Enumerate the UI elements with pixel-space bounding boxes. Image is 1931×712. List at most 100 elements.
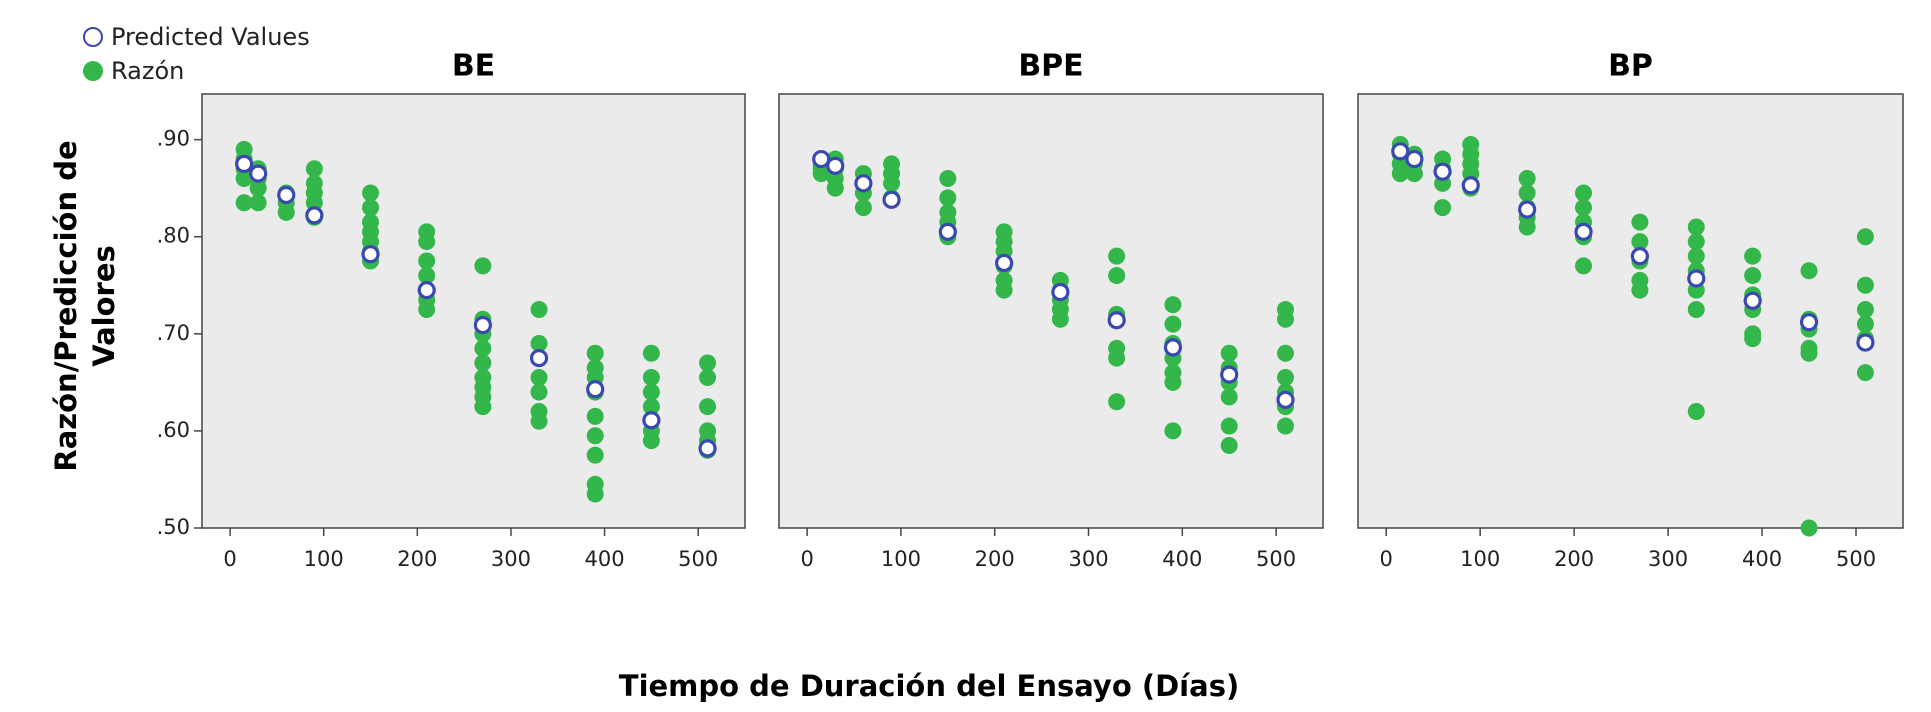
predicted-point	[529, 348, 549, 368]
observed-point	[1744, 267, 1762, 285]
x-tick-label: 500	[1256, 547, 1296, 571]
observed-point	[235, 194, 253, 212]
observed-point	[530, 412, 548, 430]
panel-title: BP	[1608, 49, 1653, 84]
x-tick-label: 0	[1380, 547, 1393, 571]
predicted-point	[938, 222, 957, 241]
x-tick-label: 500	[678, 547, 718, 571]
observed-point	[699, 354, 717, 372]
observed-point	[586, 446, 604, 464]
x-tick-label: 400	[585, 547, 625, 571]
observed-point	[854, 199, 872, 217]
predicted-point	[1220, 365, 1239, 384]
observed-point	[1575, 199, 1593, 217]
panel-title: BPE	[1018, 49, 1083, 84]
x-tick-label: 0	[800, 547, 813, 571]
x-tick-label: 200	[1554, 547, 1594, 571]
observed-point	[1108, 393, 1126, 411]
observed-point	[1405, 165, 1423, 183]
predicted-point	[1518, 200, 1537, 219]
predicted-point	[1856, 333, 1875, 352]
observed-point	[418, 233, 436, 251]
observed-point	[1518, 184, 1536, 202]
observed-point	[1276, 344, 1294, 362]
observed-point	[1051, 310, 1069, 328]
observed-point	[474, 398, 492, 416]
observed-point	[1856, 276, 1874, 294]
y-tick-label: .70	[157, 321, 190, 345]
observed-point	[642, 383, 660, 401]
observed-point	[1276, 310, 1294, 328]
observed-point	[474, 257, 492, 275]
predicted-point	[1391, 142, 1410, 161]
predicted-point	[1461, 176, 1480, 195]
observed-point	[1575, 184, 1593, 202]
predicted-point	[249, 164, 268, 183]
observed-point	[1220, 436, 1238, 454]
observed-point	[642, 369, 660, 387]
observed-point	[1434, 199, 1452, 217]
y-tick-label: .50	[157, 515, 190, 539]
observed-point	[530, 369, 548, 387]
x-tick-label: 400	[1742, 547, 1782, 571]
legend-label: Predicted Values	[111, 23, 310, 51]
observed-point	[1856, 228, 1874, 246]
observed-point	[1687, 301, 1705, 319]
predicted-point	[1405, 149, 1424, 169]
x-tick-label: 400	[1162, 547, 1202, 571]
x-tick-label: 100	[304, 547, 344, 571]
observed-point	[1631, 233, 1649, 251]
observed-point	[474, 339, 492, 357]
observed-point	[249, 179, 267, 197]
predicted-point	[305, 206, 324, 225]
observed-point	[1164, 373, 1182, 391]
predicted-point	[1687, 269, 1706, 288]
observed-point	[1631, 213, 1649, 231]
observed-point	[1518, 218, 1536, 236]
observed-point	[1108, 247, 1126, 265]
observed-point	[277, 203, 295, 221]
predicted-point	[826, 156, 845, 175]
predicted-point	[995, 253, 1014, 273]
observed-point	[1744, 330, 1762, 348]
observed-point	[586, 344, 604, 362]
observed-point	[1687, 402, 1705, 420]
observed-point	[642, 344, 660, 362]
observed-point	[1518, 169, 1536, 187]
observed-point	[1164, 296, 1182, 314]
observed-point	[1800, 344, 1818, 362]
y-axis-title: Valores	[87, 245, 121, 367]
predicted-point	[1107, 311, 1126, 330]
predicted-point	[1743, 291, 1762, 310]
predicted-point	[1433, 162, 1452, 181]
observed-point	[1687, 218, 1705, 236]
observed-point	[305, 160, 323, 178]
observed-point	[530, 301, 548, 319]
plot-area	[778, 93, 1324, 529]
predicted-point	[1051, 282, 1070, 302]
observed-point	[305, 194, 323, 212]
observed-point	[362, 199, 380, 217]
observed-point	[1575, 257, 1593, 275]
observed-point	[1276, 417, 1294, 435]
observed-point	[235, 169, 253, 187]
observed-point	[586, 407, 604, 425]
observed-point	[883, 174, 901, 192]
predicted-point	[1799, 313, 1819, 332]
x-tick-label: 500	[1836, 547, 1876, 571]
observed-point	[1687, 233, 1705, 251]
plot-area	[201, 93, 746, 529]
observed-point	[1164, 315, 1182, 333]
x-tick-label: 0	[223, 547, 236, 571]
observed-point	[1220, 417, 1238, 435]
observed-point	[1800, 519, 1818, 537]
x-tick-label: 200	[975, 547, 1015, 571]
observed-point	[939, 189, 957, 207]
observed-point	[586, 427, 604, 445]
observed-point	[1108, 349, 1126, 367]
predicted-point	[473, 315, 492, 335]
observed-point	[699, 369, 717, 387]
observed-point	[418, 267, 436, 285]
x-tick-label: 200	[397, 547, 437, 571]
